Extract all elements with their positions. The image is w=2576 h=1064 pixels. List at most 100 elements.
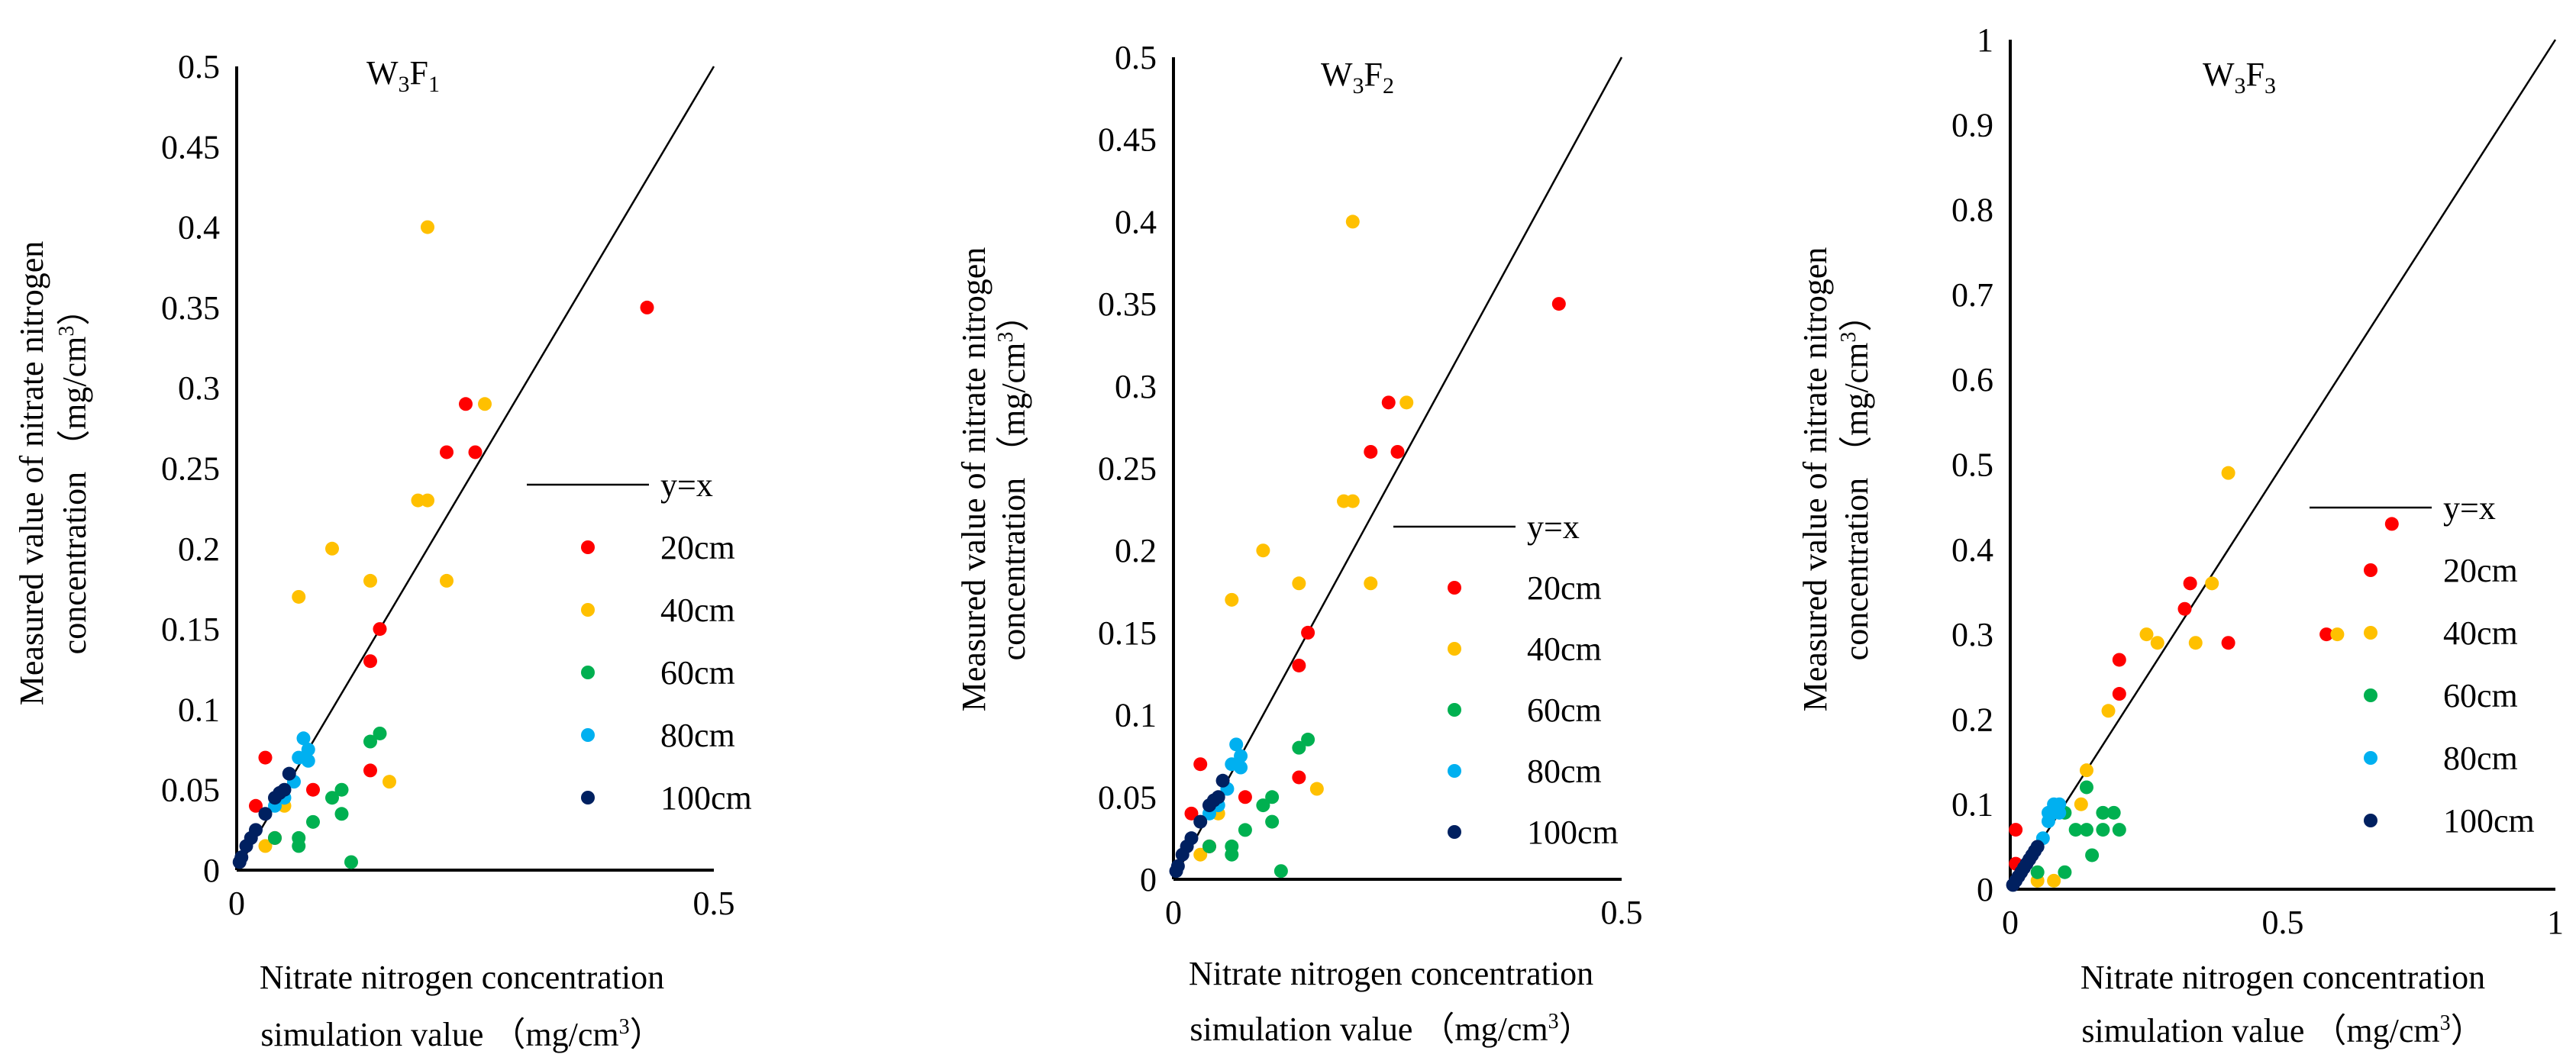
- point-40cm: [1345, 214, 1360, 229]
- x-axis-label-unit: simulation value （mg/cm3）: [260, 1015, 663, 1053]
- point-40cm: [2047, 873, 2061, 888]
- y-axis-label: Measured value of nitrate nitrogen: [13, 241, 50, 705]
- point-80cm: [2041, 814, 2055, 828]
- point-100cm: [2006, 878, 2020, 892]
- point-40cm: [2205, 576, 2219, 591]
- point-80cm: [296, 731, 311, 746]
- point-80cm: [301, 743, 315, 757]
- point-40cm: [2139, 627, 2154, 642]
- point-60cm: [2079, 823, 2093, 837]
- point-20cm: [1381, 395, 1396, 410]
- identity-line: [235, 66, 715, 871]
- point-100cm: [268, 791, 282, 805]
- x-tick-label: 0.5: [1601, 894, 1643, 931]
- point-20cm: [2183, 576, 2197, 591]
- point-40cm: [411, 493, 425, 508]
- legend-marker-80cm: [581, 728, 595, 742]
- identity-line: [2009, 39, 2557, 890]
- y-tick-label: 0.1: [1115, 697, 1157, 734]
- point-20cm: [363, 654, 377, 669]
- y-tick-label: 0.4: [1115, 203, 1157, 240]
- legend-label: 60cm: [2443, 677, 2518, 714]
- point-60cm: [306, 814, 320, 829]
- x-tick-label: 1: [2547, 904, 2564, 941]
- point-20cm: [1238, 790, 1252, 804]
- legend-marker-100cm: [2364, 814, 2377, 827]
- point-40cm: [2101, 704, 2116, 718]
- point-40cm: [2074, 797, 2088, 811]
- y-tick-label: 0.5: [1951, 447, 1993, 484]
- point-60cm: [325, 791, 339, 805]
- legend-label: 80cm: [2443, 740, 2518, 777]
- point-20cm: [459, 397, 473, 411]
- point-80cm: [1234, 749, 1248, 763]
- y-axis-label-unit: concentration （mg/cm3）: [55, 292, 93, 655]
- y-tick-label: 0.45: [1098, 121, 1157, 159]
- y-tick-label: 0.5: [1115, 39, 1157, 76]
- series-40cm: [2030, 466, 2345, 888]
- legend-label: 20cm: [2443, 552, 2518, 589]
- point-20cm: [258, 750, 273, 765]
- point-100cm: [239, 839, 253, 853]
- x-tick-label: 0: [1165, 894, 1182, 931]
- chart-title: W3F2: [1321, 56, 1394, 98]
- y-tick-label: 0.25: [161, 450, 220, 488]
- point-60cm: [373, 726, 387, 740]
- point-20cm: [440, 445, 454, 459]
- point-60cm: [1265, 790, 1280, 804]
- series-100cm: [1169, 773, 1230, 879]
- point-20cm: [2112, 687, 2126, 701]
- legend-marker-60cm: [2364, 688, 2377, 702]
- point-60cm: [1273, 864, 1288, 879]
- legend-marker-20cm: [2364, 563, 2377, 577]
- chart-title: W3F1: [366, 54, 440, 97]
- point-20cm: [1184, 806, 1199, 821]
- y-axis-label-unit: concentration （mg/cm3）: [994, 298, 1032, 661]
- x-axis-label-unit: simulation value （mg/cm3）: [1190, 1010, 1592, 1048]
- point-60cm: [1225, 847, 1239, 862]
- point-60cm: [292, 839, 306, 853]
- y-tick-label: 0.1: [178, 691, 220, 728]
- y-tick-label: 0.15: [161, 611, 220, 648]
- y-tick-label: 0.15: [1098, 614, 1157, 652]
- legend-marker-60cm: [581, 666, 595, 679]
- legend-marker-40cm: [2364, 626, 2377, 640]
- x-tick-label: 0: [228, 885, 245, 922]
- point-40cm: [421, 220, 434, 234]
- point-60cm: [2112, 823, 2126, 837]
- point-60cm: [2096, 805, 2110, 820]
- y-tick-label: 0.5: [178, 48, 220, 85]
- x-axis-label: Nitrate nitrogen concentration: [260, 959, 664, 996]
- point-100cm: [1169, 864, 1183, 879]
- series-80cm: [2035, 797, 2067, 846]
- legend-label: 100cm: [2443, 802, 2535, 840]
- y-tick-label: 0.6: [1951, 361, 1993, 398]
- point-20cm: [373, 622, 387, 637]
- point-20cm: [1364, 444, 1378, 459]
- point-20cm: [249, 798, 263, 813]
- series-60cm: [1202, 732, 1315, 879]
- chart-panel-2: 0 0.05 0.1 0.15 0.2 0.25 0.3 0.35 0.4 0.45 0.5 0 0.5…: [955, 39, 1643, 1048]
- point-20cm: [1193, 757, 1208, 772]
- point-40cm: [1399, 395, 1414, 410]
- legend-label: 100cm: [1527, 814, 1619, 851]
- x-axis-label: Nitrate nitrogen concentration: [2080, 959, 2485, 996]
- point-20cm: [640, 300, 654, 314]
- y-tick-label: 1: [1977, 21, 1993, 59]
- x-tick-label: 0.5: [693, 885, 735, 922]
- point-40cm: [2188, 636, 2203, 650]
- y-tick-label: 0.7: [1951, 276, 1993, 314]
- point-40cm: [440, 573, 454, 588]
- series-20cm: [1184, 297, 1566, 853]
- y-tick-label: 0.3: [1951, 616, 1993, 653]
- legend-marker-80cm: [2364, 751, 2377, 765]
- point-40cm: [2150, 636, 2164, 650]
- series-100cm: [2006, 840, 2045, 892]
- point-100cm: [232, 855, 247, 869]
- point-20cm: [2112, 653, 2126, 667]
- legend-marker-60cm: [1448, 703, 1461, 717]
- legend-marker-20cm: [581, 540, 595, 554]
- point-60cm: [268, 830, 282, 845]
- point-80cm: [2052, 805, 2067, 820]
